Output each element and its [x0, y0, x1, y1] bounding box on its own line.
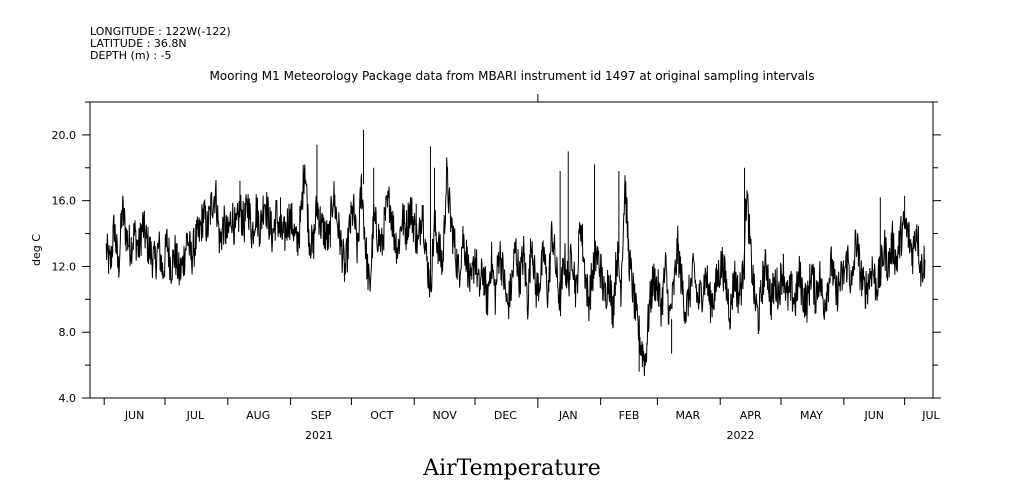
y-axis-label: deg C [30, 234, 43, 266]
x-month-label: MAY [800, 409, 823, 422]
x-month-label: AUG [246, 409, 270, 422]
x-month-label: JUL [921, 409, 940, 422]
y-axis-ticks [82, 101, 941, 399]
y-tick-label: 8.0 [59, 326, 77, 339]
y-tick-label: 16.0 [52, 195, 77, 208]
longitude-label: LONGITUDE : 122W(-122) [90, 25, 231, 38]
y-tick-label: 12.0 [52, 260, 77, 273]
data-layer [105, 129, 926, 377]
x-month-label: FEB [619, 409, 640, 422]
x-month-label: JAN [558, 409, 578, 422]
x-month-label: JUL [186, 409, 205, 422]
x-axis-ticks [103, 94, 906, 408]
y-tick-label: 4.0 [59, 392, 77, 405]
x-month-label: DEC [494, 409, 517, 422]
x-month-label: JUN [863, 409, 884, 422]
x-axis-year-labels: 2021 2022 [305, 429, 755, 442]
latitude-label: LATITUDE : 36.8N [90, 37, 187, 50]
x-year-label: 2022 [726, 429, 754, 442]
x-month-label: SEP [311, 409, 332, 422]
x-month-label: JUN [124, 409, 145, 422]
y-tick-label: 20.0 [52, 129, 77, 142]
depth-label: DEPTH (m) : -5 [90, 49, 172, 62]
x-axis-month-labels: JUN JUL AUG SEP OCT NOV DEC JAN FEB MAR APR MAY JUN J… [124, 409, 941, 422]
y-axis-tick-labels: 4.0 8.0 12.0 16.0 20.0 [52, 129, 77, 405]
air-temperature-line [105, 157, 926, 377]
x-month-label: NOV [433, 409, 458, 422]
plot-frame [89, 101, 934, 399]
x-year-label: 2021 [305, 429, 333, 442]
x-month-label: APR [740, 409, 762, 422]
chart-title: Mooring M1 Meteorology Package data from… [209, 69, 814, 83]
x-month-label: OCT [370, 409, 393, 422]
variable-name: AirTemperature [422, 456, 601, 481]
x-month-label: MAR [675, 409, 700, 422]
